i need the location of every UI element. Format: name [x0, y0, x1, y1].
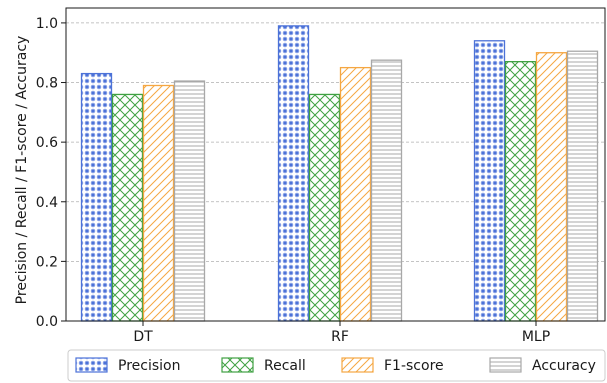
- bar-accuracy-rf: [370, 59, 403, 322]
- bar-precision-rf: [277, 25, 310, 322]
- plot-frame: [65, 7, 606, 322]
- bar-recall-dt: [111, 93, 144, 322]
- legend-label-accuracy: Accuracy: [532, 358, 596, 374]
- bar-accuracy-mlp: [566, 50, 599, 322]
- bar-f1-score-dt: [142, 84, 175, 322]
- y-axis-ticks: 0.0 0.2 0.4 0.6 0.8 1.0: [36, 16, 66, 330]
- legend-swatch-f1-score: [341, 357, 374, 373]
- y-axis-title: Precision / Recall / F1-score / Accuracy: [14, 36, 30, 305]
- x-tick-label: MLP: [522, 329, 550, 345]
- bar-precision-mlp: [473, 40, 506, 322]
- legend-swatch-accuracy: [489, 357, 522, 373]
- legend-label-precision: Precision: [118, 358, 180, 374]
- legend-frame: [67, 349, 606, 382]
- bar-accuracy-dt: [173, 80, 206, 322]
- bars: [80, 25, 599, 322]
- bar-recall-mlp: [504, 61, 537, 322]
- legend: Precision Recall F1-score Accuracy: [67, 349, 606, 382]
- legend-label-recall: Recall: [264, 358, 306, 374]
- y-tick-label: 0.2: [36, 254, 58, 270]
- y-tick-label: 0.6: [36, 135, 58, 151]
- bar-precision-dt: [80, 72, 113, 322]
- legend-swatch-recall: [221, 357, 254, 373]
- y-tick-label: 0.4: [36, 195, 58, 211]
- y-tick-label: 1.0: [36, 16, 58, 32]
- y-tick-label: 0.0: [36, 314, 58, 330]
- x-axis-ticks: DT RF MLP: [133, 321, 550, 345]
- legend-label-f1-score: F1-score: [384, 358, 444, 374]
- x-tick-label: RF: [331, 329, 349, 345]
- bar-f1-score-mlp: [535, 52, 568, 322]
- bar-f1-score-rf: [339, 66, 372, 322]
- x-tick-label: DT: [133, 329, 153, 345]
- y-tick-label: 0.8: [36, 76, 58, 92]
- bar-recall-rf: [308, 93, 341, 322]
- axes: [65, 7, 606, 322]
- legend-swatch-precision: [75, 357, 108, 373]
